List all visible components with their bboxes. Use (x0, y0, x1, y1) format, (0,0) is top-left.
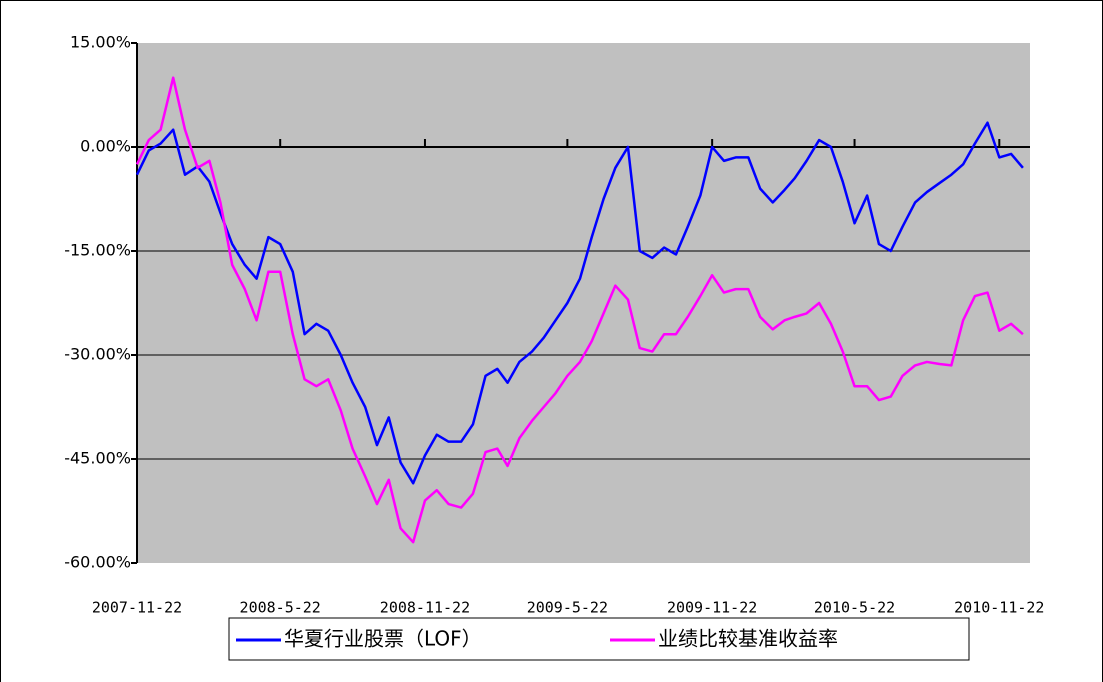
series-line (135, 76, 1024, 544)
legend-label: 华夏行业股票（LOF） (284, 627, 482, 651)
y-tick-label: 15.00% (70, 33, 131, 52)
y-tick-label: -45.00% (64, 449, 131, 468)
y-tick-label: -30.00% (64, 345, 131, 364)
legend-label: 业绩比较基准收益率 (658, 627, 838, 651)
series-line (135, 121, 1024, 485)
y-tick-label: -60.00% (64, 553, 131, 572)
x-tick-label: 2010-5-22 (814, 599, 895, 617)
x-tick-label: 2007-11-22 (92, 599, 182, 617)
x-tick-label: 2008-11-22 (380, 599, 470, 617)
x-tick-label: 2009-5-22 (527, 599, 608, 617)
x-tick-label: 2009-11-22 (667, 599, 757, 617)
legend-box (228, 617, 970, 661)
x-tick-label: 2010-11-22 (954, 599, 1044, 617)
plot-area (137, 43, 1030, 563)
y-tick-label: 0.00% (80, 137, 131, 156)
y-tick-label: -15.00% (64, 241, 131, 260)
x-tick-label: 2008-5-22 (240, 599, 321, 617)
